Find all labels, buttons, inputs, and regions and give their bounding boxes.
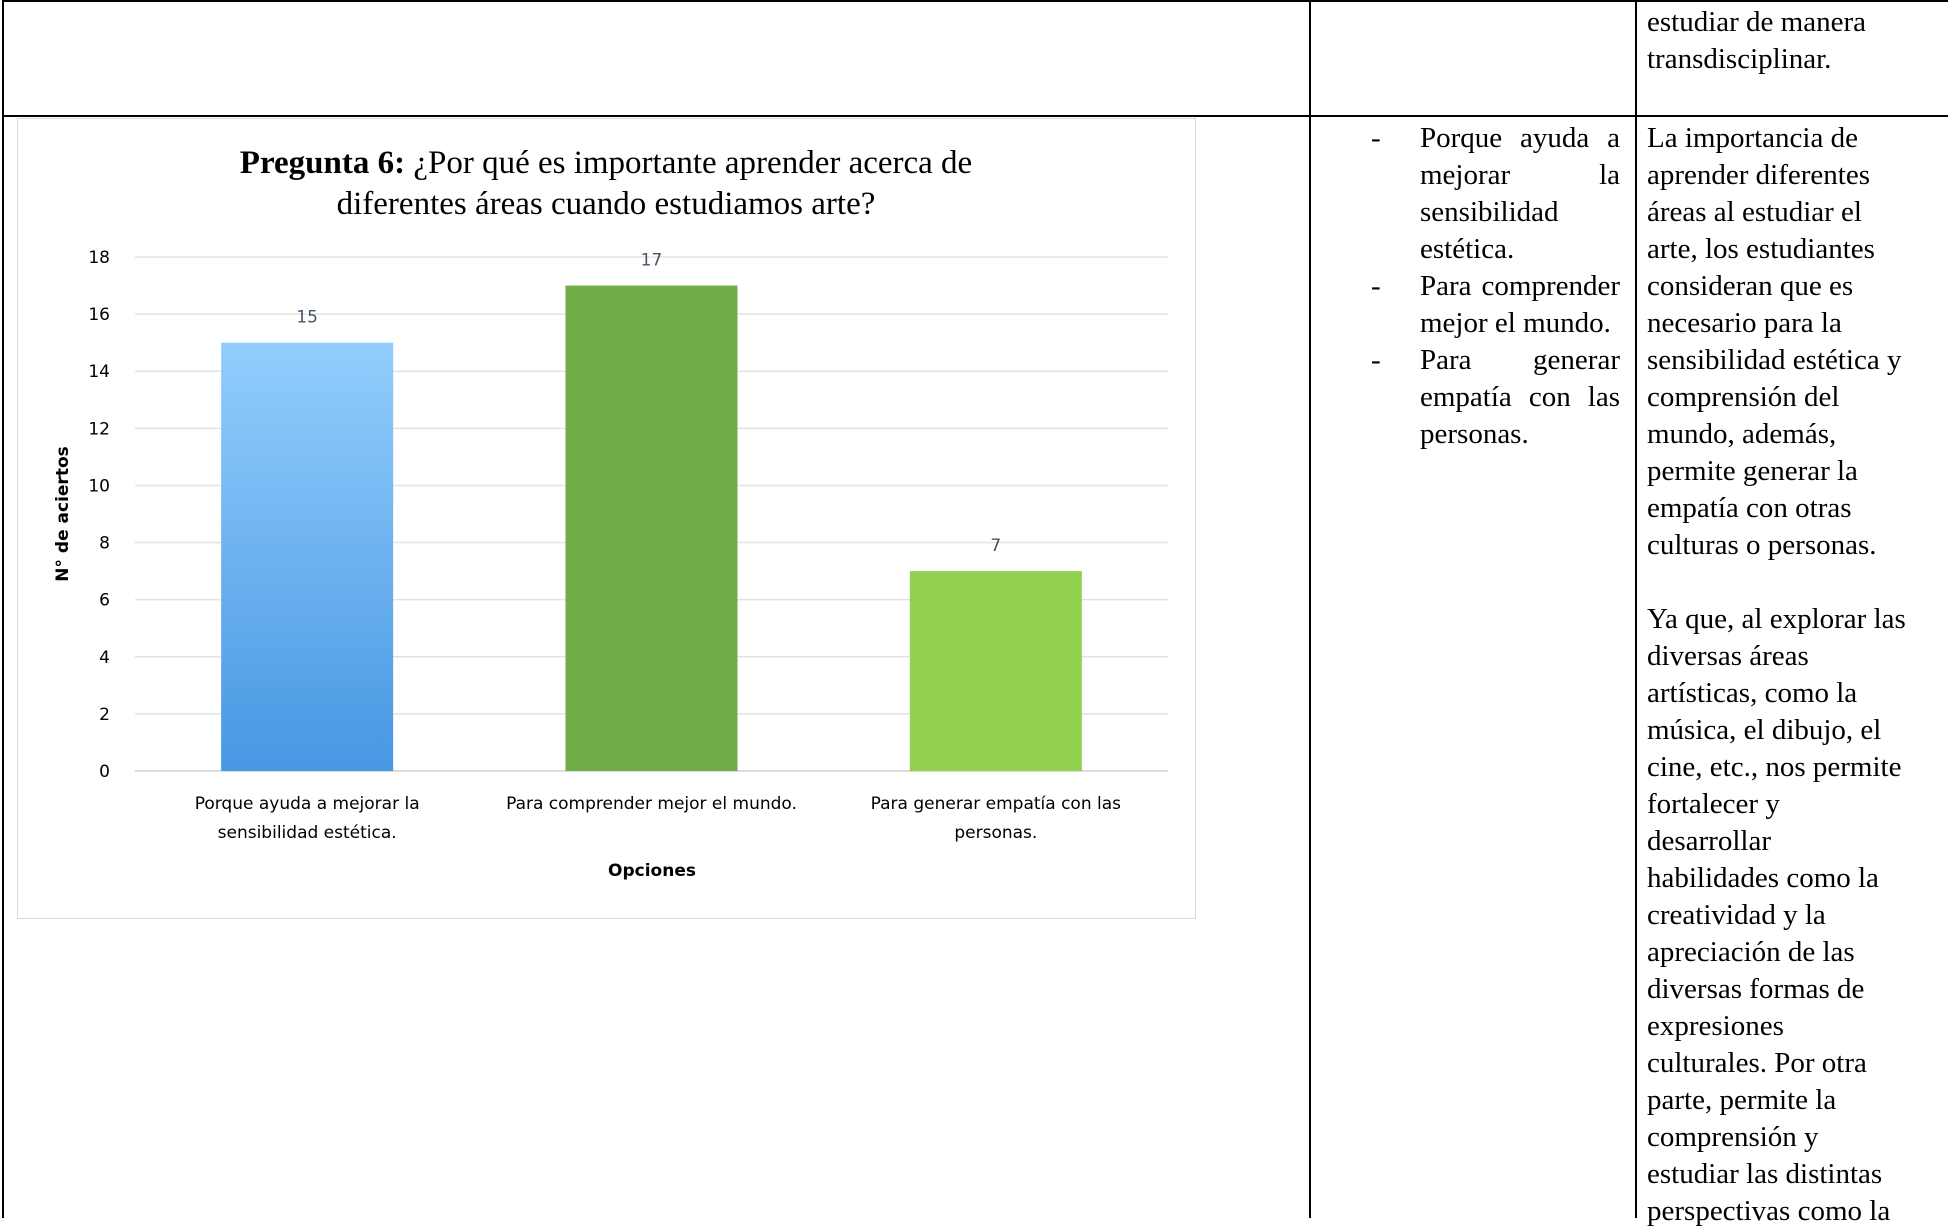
text-line: desarrollar [1647,825,1771,857]
x-tick-label: sensibilidad estética. [218,823,397,843]
text-line: artísticas, como la [1647,677,1858,709]
x-axis-label: Opciones [608,861,696,881]
text-line: diversas áreas [1647,640,1809,672]
text-line: culturas o personas. [1647,529,1877,561]
chart-canvas: Pregunta 6: ¿Por qué es importante apren… [53,145,1168,881]
bar [909,571,1082,771]
analysis-paragraph-2: Ya que, al explorar las diversas áreas art… [1647,601,1943,1230]
list-item-text: Para generar empatía con las personas. [1420,344,1620,450]
text-line: áreas al estudiar el [1647,196,1862,228]
table-column-divider-2 [1635,0,1637,1218]
y-tick-label: 4 [99,648,110,668]
analysis-text: La importancia de aprender diferentes área… [1647,120,1943,1230]
x-tick-label: Para generar empatía con las [871,794,1122,814]
top-row-analysis-text: estudiar de manera transdisciplinar. [1647,4,1943,78]
y-tick-label: 10 [88,476,110,496]
chart-title-line-2: diferentes áreas cuando estudiamos arte? [337,186,876,222]
y-tick-label: 16 [88,305,110,325]
table-border-left [2,0,4,1218]
text-line: fortalecer y [1647,788,1780,820]
text-line: creatividad y la [1647,899,1826,931]
list-item: Porque ayuda a mejorar la sensibilidad e… [1352,120,1620,268]
text-line: culturales. Por otra [1647,1047,1867,1079]
text-line: arte, los estudiantes [1647,233,1875,265]
y-tick-label: 0 [99,762,110,782]
list-item: Para generar empatía con las personas. [1352,342,1620,453]
table-border-top [2,0,1948,2]
analysis-paragraph-1: La importancia de aprender diferentes área… [1647,120,1943,564]
text-line: música, el dibujo, el [1647,714,1882,746]
y-tick-label: 18 [88,248,110,268]
text-line: aprender diferentes [1647,159,1871,191]
list-item-text: Para comprender mejor el mundo. [1420,270,1620,339]
y-axis-label: N° de aciertos [53,446,73,581]
list-item-text: Porque ayuda a mejorar la sensibilidad e… [1420,122,1620,265]
text-line: parte, permite la [1647,1084,1837,1116]
text-line: expresiones [1647,1010,1784,1042]
text-line: transdisciplinar. [1647,43,1832,75]
response-options-list: Porque ayuda a mejorar la sensibilidad e… [1352,120,1620,453]
text-line: Ya que, al explorar las [1647,603,1906,635]
text-line: La importancia de [1647,122,1858,154]
chart-title: Pregunta 6: ¿Por qué es importante apren… [240,145,972,181]
text-line: perspectivas como la [1647,1195,1891,1227]
y-tick-label: 8 [99,534,110,554]
y-tick-label: 14 [88,362,110,382]
y-tick-label: 6 [99,591,110,611]
data-label: 15 [296,308,318,328]
text-line: cine, etc., nos permite [1647,751,1902,783]
data-label: 7 [990,536,1001,556]
table-row-divider [2,115,1948,117]
y-tick-label: 12 [88,419,110,439]
x-tick-label: Para comprender mejor el mundo. [506,794,797,814]
text-line: estudiar de manera [1647,6,1867,38]
x-tick-label: personas. [954,823,1037,843]
text-line: necesario para la [1647,307,1842,339]
text-line: empatía con otras [1647,492,1852,524]
text-line: habilidades como la [1647,862,1879,894]
x-tick-label: Porque ayuda a mejorar la [195,794,420,814]
text-line: estudiar las distintas [1647,1158,1883,1190]
text-line: consideran que es [1647,270,1854,302]
table-column-divider-1 [1309,0,1311,1218]
data-label: 17 [641,251,663,271]
list-item: Para comprender mejor el mundo. [1352,268,1620,342]
text-line: comprensión y [1647,1121,1819,1153]
bar [221,342,394,771]
y-tick-label: 2 [99,705,110,725]
text-line: comprensión del [1647,381,1840,413]
bar-chart: Pregunta 6: ¿Por qué es importante apren… [17,118,1196,919]
text-line: apreciación de las [1647,936,1855,968]
text-line: diversas formas de [1647,973,1865,1005]
text-line: sensibilidad estética y [1647,344,1902,376]
bar [565,285,738,771]
text-line: mundo, además, [1647,418,1837,450]
text-line: permite generar la [1647,455,1858,487]
